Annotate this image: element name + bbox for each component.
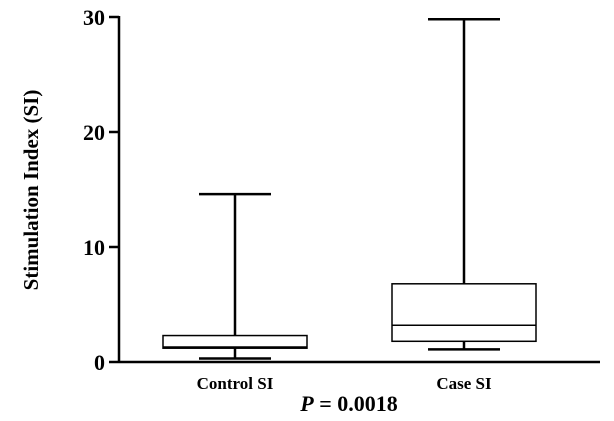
y-tick-label: 10 [83, 235, 105, 260]
boxes [162, 18, 537, 360]
iqr-box [162, 334, 308, 349]
box-control [162, 192, 308, 360]
x-category-labels: Control SI Case SI [197, 374, 492, 393]
iqr-box [391, 283, 537, 343]
y-tick-label: 0 [94, 350, 105, 375]
axes [117, 16, 600, 364]
x-category-label: Control SI [197, 374, 274, 393]
x-category-label: Case SI [436, 374, 492, 393]
y-tick-label: 30 [83, 5, 105, 30]
p-symbol: P [299, 391, 314, 416]
y-ticks: 0 10 20 30 [83, 5, 119, 375]
p-value: = 0.0018 [314, 391, 398, 416]
p-value-annotation: P = 0.0018 [299, 391, 398, 416]
box-case [391, 18, 537, 351]
y-tick-label: 20 [83, 120, 105, 145]
y-axis-label: Stimulation Index (SI) [19, 90, 43, 291]
